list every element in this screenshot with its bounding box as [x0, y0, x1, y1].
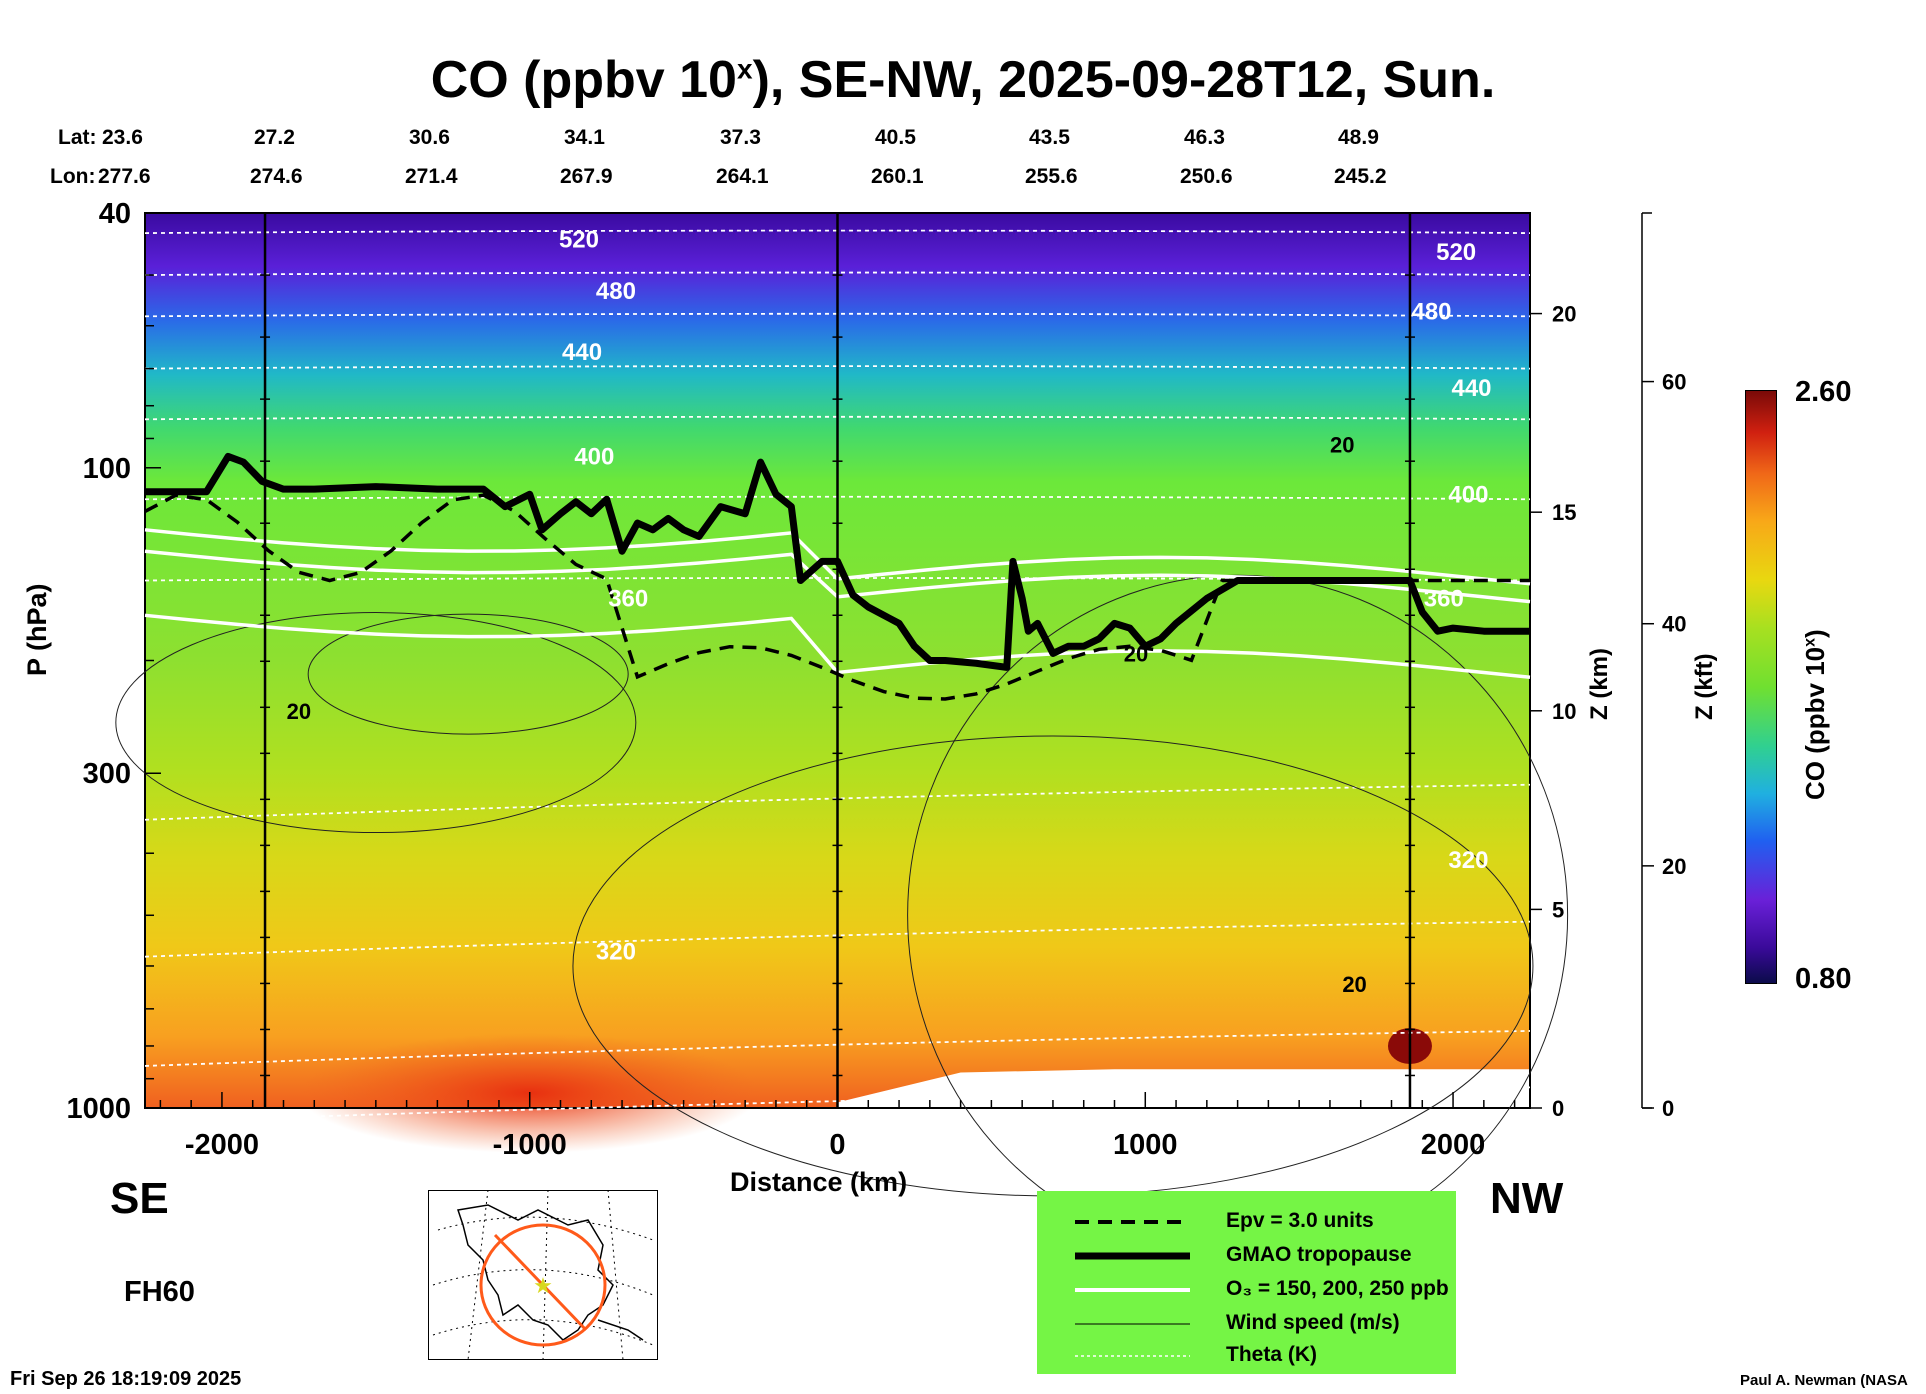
- zkft-tick-label: 60: [1662, 370, 1686, 395]
- legend-item-wind: Wind speed (m/s): [1075, 1311, 1400, 1334]
- lat-value: 23.6: [102, 126, 143, 149]
- theta-label: 360: [1424, 585, 1464, 612]
- lat-value: 43.5: [1029, 126, 1070, 149]
- theta-label: 320: [596, 939, 636, 966]
- lon-label: Lon:: [50, 165, 96, 188]
- theta-label: 320: [1448, 847, 1488, 874]
- inset-map: ★: [428, 1190, 658, 1360]
- lat-label: Lat:: [58, 126, 97, 149]
- lon-value: 260.1: [871, 165, 924, 188]
- theta-line: [144, 312, 1531, 318]
- legend-item-ozone: O₃ = 150, 200, 250 ppb: [1075, 1277, 1449, 1300]
- zkm-tick-label: 0: [1552, 1096, 1564, 1121]
- lon-value: 267.9: [560, 165, 613, 188]
- zkft-tick-label: 40: [1662, 612, 1686, 637]
- lat-value: 34.1: [564, 126, 605, 149]
- zkft-tick-label: 20: [1662, 854, 1686, 879]
- x-axis-label: Distance (km): [730, 1167, 908, 1197]
- lon-value: 255.6: [1025, 165, 1078, 188]
- wind-label: 20: [1330, 433, 1354, 458]
- lat-value: 40.5: [875, 126, 916, 149]
- y-tick-label: 1000: [66, 1093, 131, 1125]
- y-tick-label: 100: [83, 453, 131, 485]
- legend: Epv = 3.0 units GMAO tropopause O₃ = 150…: [1037, 1191, 1456, 1374]
- theta-line: [144, 783, 1531, 821]
- svg-text:★: ★: [533, 1274, 553, 1299]
- theta-line: [144, 920, 1531, 958]
- y-axis-label: P (hPa): [22, 583, 52, 676]
- theta-label: 520: [1436, 239, 1476, 266]
- theta-line: [144, 365, 1531, 370]
- z-km-label: Z (km): [1586, 648, 1613, 720]
- x-tick-label: -2000: [185, 1129, 259, 1161]
- x-tick-label: 2000: [1421, 1129, 1486, 1161]
- theta-line: [144, 229, 1531, 235]
- wind-contour: [115, 612, 637, 834]
- colorbar-min: 0.80: [1795, 963, 1852, 995]
- z-kft-label: Z (kft): [1691, 653, 1718, 720]
- tropopause-line: [145, 452, 1530, 671]
- lon-value: 274.6: [250, 165, 303, 188]
- wind-label: 20: [1124, 641, 1148, 666]
- terrain: [837, 1069, 1530, 1108]
- theta-label: 440: [562, 339, 602, 366]
- direction-nw: NW: [1490, 1174, 1564, 1223]
- chart-title: CO (ppbv 10x), SE-NW, 2025-09-28T12, Sun…: [430, 51, 1496, 109]
- theta-label: 440: [1451, 375, 1491, 402]
- theta-line: [144, 271, 1531, 276]
- x-tick-label: -1000: [493, 1129, 567, 1161]
- theta-label: 400: [574, 443, 614, 470]
- lat-value: 37.3: [720, 126, 761, 149]
- credit: Paul A. Newman (NASA: [1740, 1372, 1908, 1389]
- x-tick-label: 1000: [1113, 1129, 1178, 1161]
- lon-value: 245.2: [1334, 165, 1387, 188]
- lon-value: 271.4: [405, 165, 458, 188]
- lon-value: 277.6: [98, 165, 151, 188]
- zkm-tick-label: 20: [1552, 302, 1576, 327]
- theta-line: [144, 495, 1531, 501]
- theta-line: [144, 415, 1531, 421]
- zkm-tick-label: 10: [1552, 699, 1576, 724]
- theta-label: 520: [559, 227, 599, 254]
- lon-value: 264.1: [716, 165, 769, 188]
- zkm-tick-label: 15: [1552, 500, 1576, 525]
- timestamp: Fri Sep 26 18:19:09 2025: [10, 1368, 242, 1390]
- colorbar: [1745, 390, 1777, 984]
- legend-item-epv: Epv = 3.0 units: [1075, 1209, 1374, 1232]
- theta-label: 480: [1411, 298, 1451, 325]
- theta-label: 480: [596, 278, 636, 305]
- theta-label: 360: [608, 585, 648, 612]
- wind-label: 20: [287, 699, 311, 724]
- theta-line: [144, 1086, 1531, 1124]
- lon-value: 250.6: [1180, 165, 1233, 188]
- wind-label: 20: [1342, 972, 1366, 997]
- lat-value: 46.3: [1184, 126, 1225, 149]
- lat-value: 27.2: [254, 126, 295, 149]
- x-tick-label: 0: [829, 1129, 845, 1161]
- continent-outline: [457, 1204, 614, 1341]
- lat-value: 30.6: [409, 126, 450, 149]
- y-tick-label: 300: [83, 758, 131, 790]
- forecast-hour: FH60: [124, 1276, 195, 1308]
- theta-label: 400: [1448, 481, 1488, 508]
- zkm-tick-label: 5: [1552, 897, 1564, 922]
- colorbar-max: 2.60: [1795, 376, 1852, 408]
- lat-value: 48.9: [1338, 126, 1379, 149]
- legend-item-theta: Theta (K): [1075, 1343, 1317, 1366]
- wind-contour: [307, 613, 629, 735]
- zkft-tick-label: 0: [1662, 1096, 1674, 1121]
- legend-item-tropopause: GMAO tropopause: [1075, 1243, 1412, 1266]
- y-tick-label: 40: [99, 198, 131, 230]
- theta-line: [144, 1030, 1531, 1067]
- colorbar-label: CO (ppbv 10x): [1800, 629, 1830, 800]
- direction-se: SE: [110, 1174, 169, 1223]
